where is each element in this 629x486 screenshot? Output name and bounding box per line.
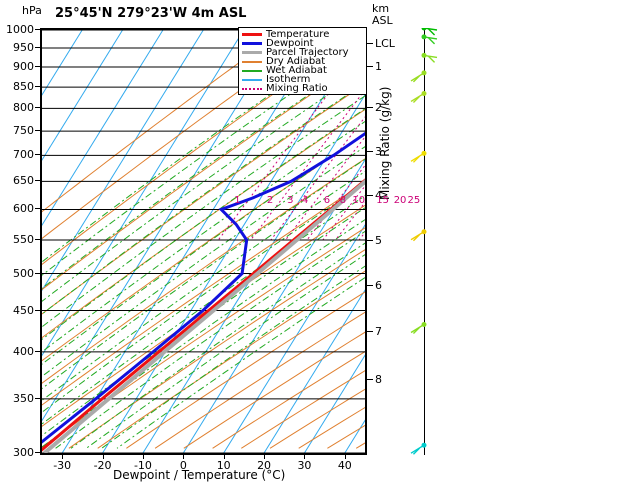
wind-barb	[411, 91, 427, 103]
lcl-tick	[366, 43, 373, 44]
height-tick-label: 5	[375, 234, 382, 247]
height-tick	[366, 107, 373, 108]
pressure-tick-label: 350	[0, 392, 34, 405]
wind-barb	[422, 53, 438, 63]
height-tick-label: 6	[375, 279, 382, 292]
pressure-tick-label: 1000	[0, 23, 34, 36]
wind-barb	[411, 151, 427, 163]
mixing-ratio-axis-label: Mixing Ratio (g/kg)	[378, 87, 392, 200]
height-tick	[366, 331, 373, 332]
wind-barbs	[408, 28, 440, 455]
temperature-tick-label: 30	[284, 459, 324, 472]
sounding-panel: hPa 25°45'N 279°23'W 4m ASL km ASL 30035…	[0, 0, 440, 486]
mixing-ratio-value-label: 1	[234, 195, 240, 206]
wind-barb	[411, 70, 427, 82]
legend-swatch	[242, 42, 262, 45]
mixing-ratio-value-label: 20	[394, 195, 407, 206]
pressure-tick-label: 800	[0, 101, 34, 114]
height-tick-label: 7	[375, 325, 382, 338]
mixing-ratio-value-label: 6	[324, 195, 330, 206]
pressure-tick-label: 600	[0, 202, 34, 215]
wind-barb-column	[408, 28, 440, 455]
pressure-unit-label: hPa	[22, 4, 42, 17]
height-tick	[366, 66, 373, 67]
pressure-tick-label: 650	[0, 174, 34, 187]
temperature-tick-label: -30	[42, 459, 82, 472]
height-tick	[366, 379, 373, 380]
legend-swatch	[242, 79, 262, 81]
pressure-tick-label: 750	[0, 124, 34, 137]
lcl-label: LCL	[375, 37, 395, 50]
wind-barb	[422, 28, 438, 35]
pressure-tick-label: 450	[0, 304, 34, 317]
pressure-tick-label: 550	[0, 233, 34, 246]
wind-barb	[411, 322, 427, 334]
mixing-ratio-value-label: 2	[267, 195, 273, 206]
height-tick	[366, 151, 373, 152]
x-axis-label: Dewpoint / Temperature (°C)	[113, 468, 285, 482]
temperature-tick-label: 40	[325, 459, 365, 472]
legend-swatch	[242, 88, 262, 90]
mixing-ratio-value-label: 10	[352, 195, 365, 206]
legend-swatch	[242, 51, 262, 54]
mixing-ratio-value-label: 4	[302, 195, 308, 206]
pressure-tick-label: 300	[0, 446, 34, 459]
mixing-ratio-value-label: 3	[287, 195, 293, 206]
pressure-tick-label: 900	[0, 60, 34, 73]
legend-swatch	[242, 70, 262, 72]
pressure-tick-label: 500	[0, 267, 34, 280]
legend-box: TemperatureDewpointParcel TrajectoryDry …	[238, 27, 367, 95]
wind-barb	[411, 443, 427, 455]
legend-swatch	[242, 61, 262, 63]
mixing-ratio-value-label: 15	[376, 195, 389, 206]
height-unit-label-2: ASL	[372, 14, 393, 27]
height-tick	[366, 285, 373, 286]
height-tick	[366, 195, 373, 196]
height-tick	[366, 240, 373, 241]
info-panel: 08.02.2025 06GMT (Base: 06) kt 102030 K1…	[440, 0, 629, 486]
height-tick-label: 8	[375, 373, 382, 386]
pressure-tick-label: 700	[0, 148, 34, 161]
wind-barb	[422, 34, 438, 44]
legend-swatch	[242, 33, 262, 36]
pressure-tick-label: 850	[0, 80, 34, 93]
legend-label: Mixing Ratio	[266, 84, 328, 93]
legend-item: Mixing Ratio	[242, 84, 363, 93]
pressure-tick-label: 950	[0, 41, 34, 54]
pressure-tick-label: 400	[0, 345, 34, 358]
station-title: 25°45'N 279°23'W 4m ASL	[55, 6, 246, 21]
mixing-ratio-value-label: 8	[340, 195, 346, 206]
wind-barb	[411, 229, 427, 241]
height-tick-label: 1	[375, 60, 382, 73]
